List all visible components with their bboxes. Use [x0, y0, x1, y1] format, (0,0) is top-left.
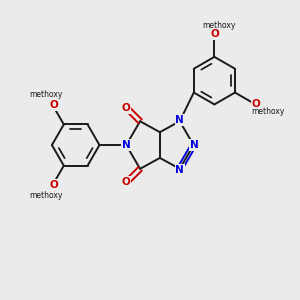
Text: N: N — [175, 115, 184, 125]
Text: O: O — [50, 180, 58, 190]
Text: methoxy: methoxy — [29, 191, 63, 200]
Text: O: O — [50, 100, 58, 110]
Text: N: N — [190, 140, 199, 150]
Text: O: O — [122, 103, 130, 113]
Text: methoxy: methoxy — [29, 90, 63, 99]
Text: methoxy: methoxy — [203, 21, 236, 30]
Text: O: O — [122, 177, 130, 187]
Text: O: O — [251, 99, 260, 110]
Text: N: N — [175, 165, 184, 175]
Text: methoxy: methoxy — [251, 107, 284, 116]
Text: O: O — [210, 29, 219, 39]
Text: N: N — [122, 140, 130, 150]
